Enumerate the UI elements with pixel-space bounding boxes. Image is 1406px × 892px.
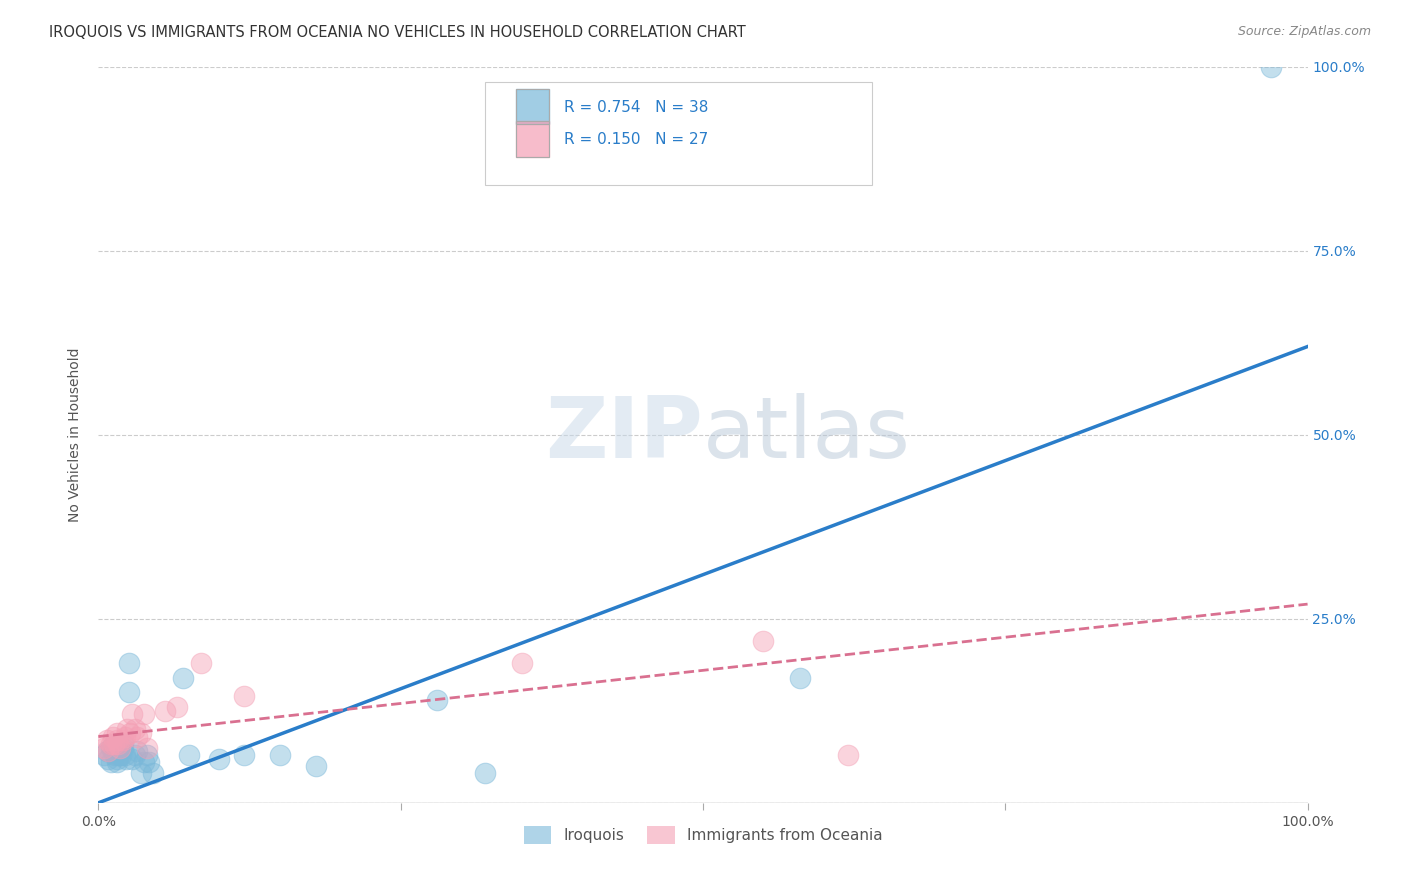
Point xyxy=(208,751,231,765)
Text: R = 0.754   N = 38: R = 0.754 N = 38 xyxy=(564,100,709,115)
Point xyxy=(510,656,533,670)
Point xyxy=(103,737,125,751)
Point xyxy=(103,737,125,751)
Text: atlas: atlas xyxy=(703,393,911,476)
Point xyxy=(100,756,122,770)
Point xyxy=(108,747,131,762)
Text: IROQUOIS VS IMMIGRANTS FROM OCEANIA NO VEHICLES IN HOUSEHOLD CORRELATION CHART: IROQUOIS VS IMMIGRANTS FROM OCEANIA NO V… xyxy=(49,25,747,40)
Point xyxy=(108,740,131,755)
Point xyxy=(135,740,157,755)
Bar xyxy=(516,121,550,157)
Point xyxy=(108,740,131,755)
Point xyxy=(426,692,449,706)
Point xyxy=(142,766,165,780)
Point xyxy=(104,747,127,762)
Point xyxy=(118,685,141,699)
Point xyxy=(96,744,118,758)
Point xyxy=(121,751,143,765)
Text: ZIP: ZIP xyxy=(546,393,703,476)
Point xyxy=(121,707,143,722)
Point xyxy=(117,723,139,737)
Point xyxy=(118,726,141,740)
Point xyxy=(105,726,128,740)
Point xyxy=(96,733,118,747)
Point xyxy=(1260,60,1282,74)
Point xyxy=(232,689,254,703)
Text: Source: ZipAtlas.com: Source: ZipAtlas.com xyxy=(1237,25,1371,38)
Point xyxy=(111,733,134,747)
Point xyxy=(105,733,128,747)
Point xyxy=(166,700,188,714)
Point xyxy=(752,633,775,648)
Point xyxy=(305,759,328,773)
Point xyxy=(134,707,156,722)
Bar xyxy=(516,121,550,157)
Point xyxy=(190,656,212,670)
Point xyxy=(135,747,157,762)
Bar xyxy=(516,89,550,124)
Point xyxy=(153,704,176,718)
Y-axis label: No Vehicles in Household: No Vehicles in Household xyxy=(69,348,83,522)
Point xyxy=(129,766,152,780)
Point xyxy=(232,747,254,762)
Point xyxy=(114,730,136,744)
Point xyxy=(97,744,120,758)
Point xyxy=(474,766,496,780)
Point xyxy=(172,671,194,685)
Point xyxy=(127,744,149,758)
Point xyxy=(107,737,129,751)
FancyBboxPatch shape xyxy=(485,81,872,185)
Bar xyxy=(516,89,550,124)
Point xyxy=(100,740,122,755)
Point xyxy=(129,726,152,740)
Point xyxy=(93,740,115,755)
Point xyxy=(789,671,811,685)
Point xyxy=(138,756,160,770)
Point xyxy=(134,756,156,770)
Point xyxy=(837,747,859,762)
Point xyxy=(93,747,115,762)
Point xyxy=(179,747,201,762)
Point xyxy=(101,744,124,758)
Point xyxy=(124,723,146,737)
Point xyxy=(105,751,128,765)
Point xyxy=(105,756,128,770)
Point xyxy=(124,747,146,762)
Point xyxy=(118,656,141,670)
Point xyxy=(127,730,149,744)
Point xyxy=(101,730,124,744)
Point xyxy=(114,747,136,762)
Point xyxy=(97,751,120,765)
Point xyxy=(115,751,138,765)
Point xyxy=(111,740,134,755)
Point xyxy=(111,737,134,751)
Point xyxy=(269,747,291,762)
Point xyxy=(110,747,132,762)
Point xyxy=(107,744,129,758)
Text: R = 0.150   N = 27: R = 0.150 N = 27 xyxy=(564,131,709,146)
Point xyxy=(100,737,122,751)
Legend: Iroquois, Immigrants from Oceania: Iroquois, Immigrants from Oceania xyxy=(517,820,889,850)
